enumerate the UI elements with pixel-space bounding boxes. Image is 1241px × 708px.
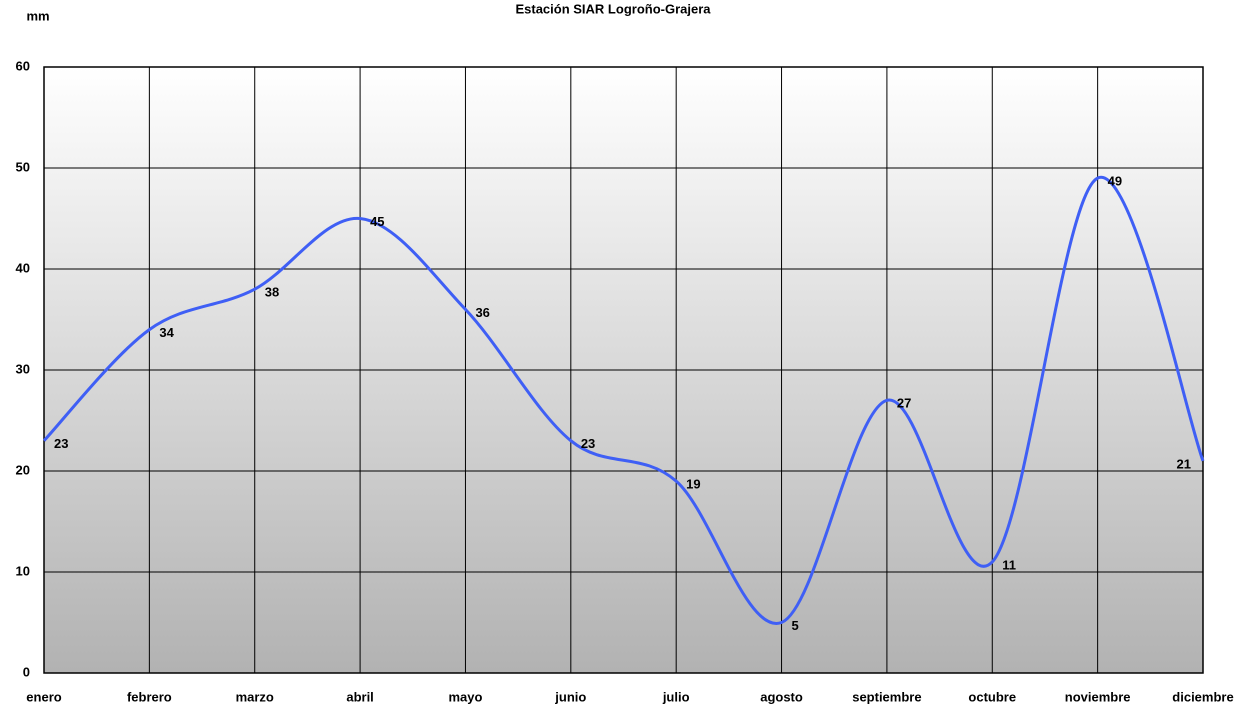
y-tick-label: 20 (16, 462, 30, 477)
y-tick-label: 40 (16, 260, 30, 275)
data-label: 21 (1177, 456, 1191, 471)
data-label: 23 (54, 436, 68, 451)
y-tick-label: 50 (16, 159, 30, 174)
chart-title: Estación SIAR Logroño-Grajera (515, 1, 711, 16)
y-tick-label: 60 (16, 58, 30, 73)
x-tick-label: septiembre (852, 689, 921, 704)
y-tick-label: 30 (16, 361, 30, 376)
data-label: 45 (370, 214, 384, 229)
x-tick-label: febrero (127, 689, 172, 704)
x-tick-label: mayo (448, 689, 482, 704)
x-tick-label: octubre (968, 689, 1016, 704)
x-tick-label: noviembre (1065, 689, 1131, 704)
x-tick-label: junio (554, 689, 586, 704)
x-tick-label: enero (26, 689, 61, 704)
data-label: 49 (1108, 174, 1122, 189)
plot-border (43, 66, 1204, 674)
x-tick-label: marzo (236, 689, 274, 704)
data-label: 36 (475, 305, 489, 320)
y-tick-label: 10 (16, 563, 30, 578)
y-axis-label: mm (26, 8, 49, 23)
data-label: 27 (897, 396, 911, 411)
data-label: 38 (265, 285, 279, 300)
x-tick-label: agosto (760, 689, 803, 704)
data-label: 11 (1002, 557, 1016, 572)
x-tick-label: diciembre (1172, 689, 1233, 704)
data-label: 5 (792, 618, 799, 633)
x-tick-label: abril (346, 689, 373, 704)
x-tick-label: julio (662, 689, 690, 704)
y-tick-label: 0 (23, 664, 30, 679)
data-label: 23 (581, 436, 595, 451)
data-line (42, 176, 1205, 625)
data-label: 34 (159, 325, 174, 340)
data-label: 19 (686, 477, 700, 492)
